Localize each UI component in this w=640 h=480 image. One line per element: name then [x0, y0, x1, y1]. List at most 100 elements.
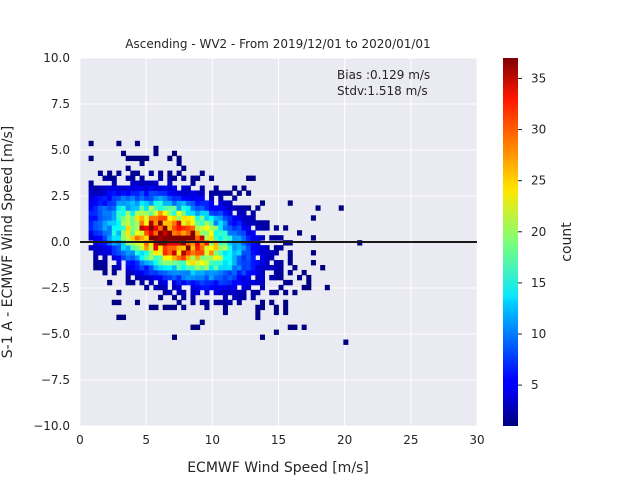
heatmap-cell: [134, 225, 140, 231]
heatmap-cell: [246, 235, 252, 241]
heatmap-cell: [167, 304, 173, 311]
heatmap-cell: [241, 230, 247, 236]
heatmap-cell: [153, 260, 159, 266]
heatmap-cell: [209, 255, 215, 261]
heatmap-cell: [310, 250, 316, 256]
heatmap-cell: [213, 215, 219, 221]
heatmap-cell: [107, 185, 113, 191]
heatmap-cell: [93, 235, 99, 241]
heatmap-cell: [171, 265, 177, 271]
heatmap-cell: [88, 140, 94, 147]
heatmap-cell: [116, 260, 122, 266]
heatmap-cell: [148, 250, 154, 256]
heatmap-cell: [236, 220, 242, 226]
heatmap-cell: [241, 205, 247, 211]
heatmap-cell: [195, 195, 201, 201]
heatmap-cell: [199, 190, 205, 196]
heatmap-cell: [199, 220, 205, 226]
heatmap-cell: [111, 205, 117, 211]
heatmap-cell: [227, 205, 233, 211]
heatmap-cell: [213, 205, 219, 211]
heatmap-cell: [167, 200, 173, 206]
heatmap-cell: [241, 215, 247, 221]
heatmap-cell: [246, 255, 252, 261]
heatmap-cell: [190, 324, 196, 330]
heatmap-cell: [134, 180, 140, 186]
heatmap-cell: [139, 269, 145, 276]
heatmap-cell: [255, 220, 261, 226]
heatmap-cell: [185, 205, 191, 211]
heatmap-cell: [153, 205, 159, 211]
y-axis-ticks: −10.0 −7.5 −5.0 −2.5 0.0 2.5 5.0 7.5 10.0: [33, 51, 70, 433]
heatmap-cell: [199, 210, 205, 216]
x-tick-label: 0: [76, 433, 84, 447]
heatmap-cell: [185, 190, 191, 196]
heatmap-cell: [246, 284, 252, 291]
heatmap-cell: [144, 260, 150, 266]
heatmap-cell: [116, 250, 122, 256]
heatmap-cell: [273, 250, 279, 256]
heatmap-cell: [236, 274, 242, 281]
heatmap-cell: [195, 215, 201, 221]
heatmap-cell: [306, 284, 312, 291]
heatmap-cell: [250, 220, 256, 226]
heatmap-cell: [213, 299, 219, 306]
heatmap-cell: [116, 265, 122, 271]
heatmap-cell: [176, 190, 182, 196]
heatmap-cell: [241, 265, 247, 271]
heatmap-cell: [232, 279, 238, 286]
heatmap-cell: [190, 200, 196, 206]
heatmap-cell: [287, 324, 293, 330]
heatmap-cell: [167, 225, 173, 231]
heatmap-cell: [88, 190, 94, 196]
heatmap-cell: [144, 255, 150, 261]
heatmap-cell: [190, 265, 196, 271]
heatmap-cell: [158, 255, 164, 261]
heatmap-cell: [185, 195, 191, 201]
heatmap-cell: [139, 265, 145, 271]
heatmap-cell: [134, 274, 140, 281]
heatmap-cell: [158, 215, 164, 221]
heatmap-cell: [259, 304, 265, 311]
heatmap-cell: [222, 279, 228, 286]
heatmap-cell: [116, 140, 122, 147]
heatmap-cell: [153, 180, 159, 186]
heatmap-cell: [102, 205, 108, 211]
heatmap-cell: [209, 205, 215, 211]
heatmap-cell: [97, 260, 103, 266]
heatmap-cell: [125, 195, 131, 201]
heatmap-cell: [88, 235, 94, 241]
heatmap-cell: [148, 279, 154, 286]
heatmap-cell: [315, 205, 321, 211]
heatmap-cell: [190, 195, 196, 201]
heatmap-cell: [278, 284, 284, 291]
heatmap-cell: [181, 235, 187, 241]
heatmap-cell: [102, 265, 108, 271]
heatmap-cell: [158, 250, 164, 256]
heatmap-cell: [107, 200, 113, 206]
heatmap-cell: [232, 255, 238, 261]
heatmap-cell: [255, 235, 261, 241]
heatmap-cell: [121, 220, 127, 226]
heatmap-cell: [213, 185, 219, 191]
heatmap-cell: [111, 269, 117, 276]
heatmap-cell: [158, 274, 164, 281]
x-tick-label: 30: [469, 433, 484, 447]
heatmap-cell: [181, 225, 187, 231]
heatmap-cell: [204, 269, 210, 276]
heatmap-cell: [130, 200, 136, 206]
y-tick-label: 10.0: [43, 51, 70, 65]
heatmap-cell: [259, 235, 265, 241]
heatmap-cell: [176, 274, 182, 281]
heatmap-cell: [236, 255, 242, 261]
heatmap-cell: [218, 230, 224, 236]
heatmap-cell: [176, 269, 182, 276]
heatmap-cell: [310, 215, 316, 221]
heatmap-cell: [88, 205, 94, 211]
heatmap-cell: [167, 245, 173, 251]
heatmap-cell: [195, 324, 201, 330]
heatmap-cell: [209, 274, 215, 281]
heatmap-cell: [222, 284, 228, 291]
heatmap-cell: [88, 185, 94, 191]
